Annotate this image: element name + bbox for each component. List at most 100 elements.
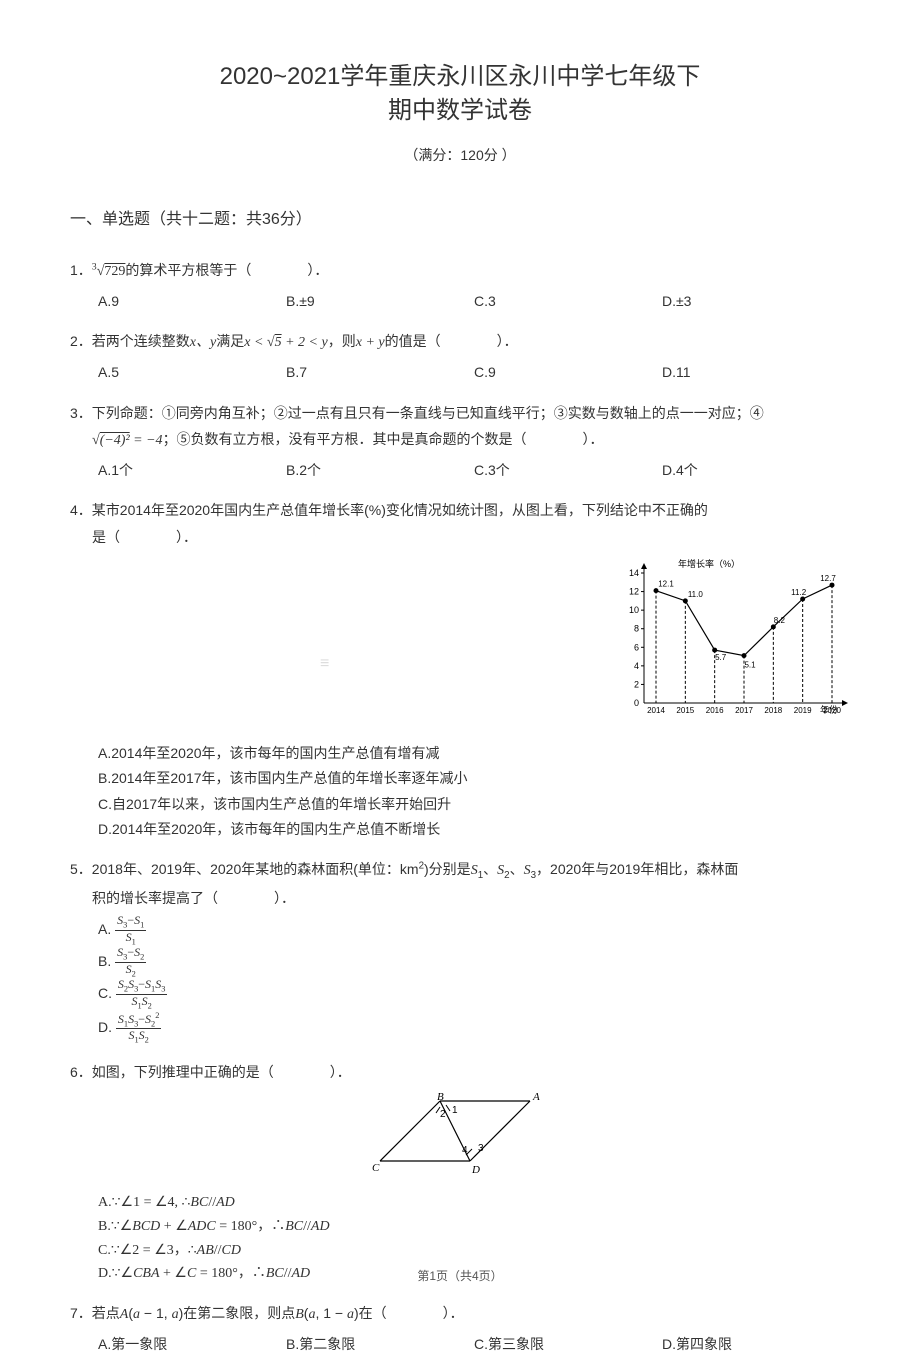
q6-opt-a: A.∵∠1 = ∠4, ∴BC//AD [98,1191,850,1215]
svg-text:12: 12 [629,586,639,596]
q5-options: A. S3−S1S1 B. S3−S2S2 C. S2S3−S1S3S1S2 D… [70,914,850,1045]
svg-text:12.1: 12.1 [658,579,674,588]
q1-post: 的算术平方根等于（ ）． [125,262,328,278]
q6-opt-c: C.∵∠2 = ∠3，∴AB//CD [98,1239,850,1263]
full-score: （满分：120分 ） [70,145,850,165]
q7-body: 若点A(a − 1, a)在第二象限，则点B(a, 1 − a)在（ ）． [92,1305,464,1321]
svg-text:5.1: 5.1 [744,660,756,669]
svg-text:年增长率（%）: 年增长率（%） [678,558,740,569]
q7-options: A.第一象限 B.第二象限 C.第三象限 D.第四象限 [70,1331,850,1357]
svg-text:1: 1 [452,1105,458,1116]
svg-text:11.2: 11.2 [791,588,807,597]
exam-title: 2020~2021学年重庆永川区永川中学七年级下 期中数学试卷 [70,60,850,127]
q4-chart: 2468101214020142015201620172018201920201… [620,555,850,734]
q3-opt-d: D.4个 [662,457,850,484]
watermark-icon: ≡ [320,655,329,673]
q4-opt-c: C.自2017年以来，该市国内生产总值的年增长率开始回升 [98,792,850,817]
question-5: 5．2018年、2019年、2020年某地的森林面积(单位：km2)分别是S1、… [70,856,850,1045]
q2-opt-a: A.5 [98,359,286,386]
q5-opt-a: A. S3−S1S1 [98,914,850,946]
q1-opt-a: A.9 [98,288,286,315]
svg-text:14: 14 [629,568,639,578]
question-4: 4．某市2014年至2020年国内生产总值年增长率(%)变化情况如统计图，从图上… [70,497,850,842]
q2-mid2: ，则 [328,333,356,349]
q5-num: 5． [70,861,92,877]
q2-post: 的值是（ ）． [385,333,518,349]
q1-opt-d: D.±3 [662,288,850,315]
q5-opt-c: C. S2S3−S1S3S1S2 [98,978,850,1010]
q4-num: 4． [70,502,92,518]
q6-opt-b: B.∵∠BCD + ∠ADC = 180°，∴BC//AD [98,1215,850,1239]
q1-options: A.9 B.±9 C.3 D.±3 [70,288,850,315]
svg-text:年份: 年份 [820,704,838,715]
q4-opt-a: A.2014年至2020年，该市每年的国内生产总值有增有减 [98,741,850,766]
q2-pre: 若两个连续整数 [92,333,190,349]
q4-text2: 是（ ）． [70,524,850,551]
svg-text:2016: 2016 [706,706,724,715]
svg-text:2019: 2019 [794,706,812,715]
question-3: 3．下列命题：①同旁内角互补；②过一点有且只有一条直线与已知直线平行；③实数与数… [70,400,850,484]
svg-text:D: D [471,1164,480,1176]
q4-options: A.2014年至2020年，该市每年的国内生产总值有增有减 B.2014年至20… [70,741,850,842]
q6-text: 6．如图，下列推理中正确的是（ ）． [70,1059,850,1086]
section-1-header: 一、单选题（共十二题：共36分） [70,205,850,229]
svg-text:A: A [532,1091,540,1103]
q2-num: 2． [70,333,92,349]
q4-text: 4．某市2014年至2020年国内生产总值年增长率(%)变化情况如统计图，从图上… [70,497,850,524]
q4-body: 某市2014年至2020年国内生产总值年增长率(%)变化情况如统计图，从图上看，… [92,502,708,518]
q7-opt-b: B.第二象限 [286,1331,474,1357]
q5-opt-d: D. S1S3−S22S1S2 [98,1011,850,1045]
q7-text: 7．若点A(a − 1, a)在第二象限，则点B(a, 1 − a)在（ ）． [70,1300,850,1329]
svg-text:3: 3 [478,1143,484,1154]
q3-opt-c: C.3个 [474,457,662,484]
svg-text:2: 2 [634,679,639,689]
q3-num: 3． [70,405,92,421]
svg-text:10: 10 [629,605,639,615]
q3-post: ；⑤负数有立方根，没有平方根．其中是真命题的个数是（ ）． [163,431,604,447]
svg-text:2017: 2017 [735,706,753,715]
svg-text:6: 6 [634,642,639,652]
svg-text:C: C [372,1162,380,1174]
q2-options: A.5 B.7 C.9 D.11 [70,359,850,386]
svg-text:B: B [437,1091,444,1103]
q1-cbrt: 3√729 [92,264,126,279]
q1-root-index: 3 [92,262,97,273]
title-line2: 期中数学试卷 [70,94,850,128]
q2-opt-b: B.7 [286,359,474,386]
q7-opt-a: A.第一象限 [98,1331,286,1357]
q2-xy: x、y [190,335,216,350]
question-1: 1．3√729的算术平方根等于（ ）． A.9 B.±9 C.3 D.±3 [70,257,850,314]
svg-text:5.7: 5.7 [715,653,727,662]
q7-num: 7． [70,1305,92,1321]
q6-body: 如图，下列推理中正确的是（ ）． [92,1064,351,1080]
q2-expr: x + y [356,335,385,350]
parallelogram-diagram: A B C D 12 34 [370,1091,550,1176]
q3-body1: 下列命题：①同旁内角互补；②过一点有且只有一条直线与已知直线平行；③实数与数轴上… [92,405,764,421]
q4-opt-d: D.2014年至2020年，该市每年的国内生产总值不断增长 [98,817,850,842]
svg-text:2014: 2014 [647,706,665,715]
q3-line2: √(−4)² = −4；⑤负数有立方根，没有平方根．其中是真命题的个数是（ ）． [70,426,850,455]
q3-expr: √(−4)² = −4 [92,433,163,448]
svg-text:4: 4 [462,1145,468,1156]
svg-text:12.7: 12.7 [820,574,836,583]
svg-text:2015: 2015 [676,706,694,715]
q5-text: 5．2018年、2019年、2020年某地的森林面积(单位：km2)分别是S1、… [70,856,850,885]
svg-text:4: 4 [634,660,639,670]
q1-opt-c: C.3 [474,288,662,315]
q2-opt-d: D.11 [662,359,850,386]
q2-opt-c: C.9 [474,359,662,386]
q3-opt-b: B.2个 [286,457,474,484]
question-2: 2．若两个连续整数x、y满足x < √5 + 2 < y，则x + y的值是（ … [70,328,850,385]
svg-text:2: 2 [440,1109,446,1120]
svg-text:8.2: 8.2 [774,615,786,624]
q1-opt-b: B.±9 [286,288,474,315]
svg-text:0: 0 [634,698,639,708]
question-7: 7．若点A(a − 1, a)在第二象限，则点B(a, 1 − a)在（ ）． … [70,1300,850,1357]
q3-line1: 3．下列命题：①同旁内角互补；②过一点有且只有一条直线与已知直线平行；③实数与数… [70,400,850,427]
q7-opt-c: C.第三象限 [474,1331,662,1357]
q3-opt-a: A.1个 [98,457,286,484]
q5-text2: 积的增长率提高了（ ）． [70,885,850,912]
q1-num: 1． [70,262,92,278]
q3-options: A.1个 B.2个 C.3个 D.4个 [70,457,850,484]
q6-num: 6． [70,1064,92,1080]
